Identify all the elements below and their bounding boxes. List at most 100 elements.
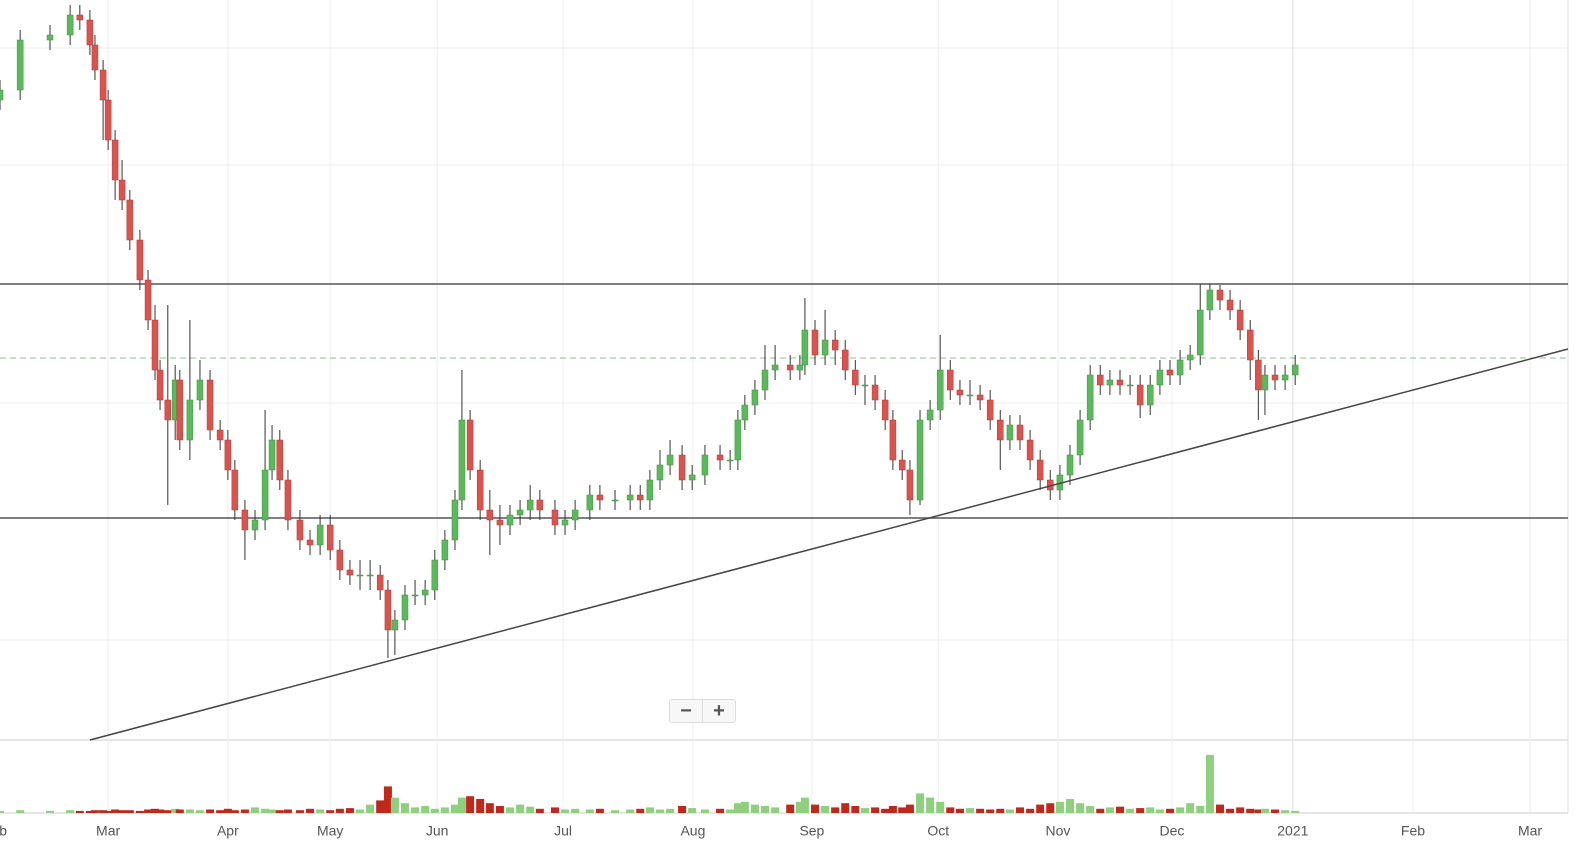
volume-bar: [85, 810, 94, 813]
candle-body: [261, 469, 269, 521]
candle-body: [1216, 289, 1224, 301]
volume-bar: [636, 808, 645, 813]
candle-body: [551, 509, 559, 526]
volume-bar: [786, 804, 795, 813]
volume-bar: [1005, 809, 1014, 813]
candle-body: [306, 539, 314, 546]
grid: [0, 47, 1568, 641]
volume-bar: [0, 810, 4, 813]
volume-bar: [206, 809, 215, 813]
candle-body: [796, 364, 804, 371]
volume-bar: [771, 807, 780, 813]
candle-body: [786, 364, 794, 371]
candle-body: [1086, 374, 1094, 421]
volume-bar: [421, 806, 430, 813]
zoom-out-button[interactable]: −: [680, 700, 692, 722]
x-tick-label: Jun: [426, 823, 449, 839]
candle-body: [1016, 424, 1024, 441]
volume-bar: [1291, 810, 1300, 813]
candle-body: [118, 179, 126, 201]
candle-body: [751, 389, 759, 406]
candle-body: [516, 509, 524, 516]
candle-body: [1096, 374, 1104, 386]
candle-body: [104, 99, 112, 141]
volume-bar: [1281, 810, 1290, 813]
volume-bar: [655, 809, 664, 813]
volume-bar: [1116, 806, 1124, 813]
volume-bar: [223, 808, 232, 813]
candle-body: [1271, 374, 1279, 381]
volume-bar: [966, 808, 975, 813]
volume-bar: [1196, 806, 1205, 813]
candle-body: [666, 454, 674, 466]
candle-body: [881, 399, 889, 421]
candle-body: [316, 524, 324, 546]
volume-bar: [666, 808, 675, 813]
volume-bar: [316, 809, 325, 813]
candle-body: [966, 394, 974, 397]
candle-body: [1146, 384, 1154, 406]
volume-bar: [185, 809, 194, 813]
volume-bar: [430, 808, 439, 813]
volume-bar: [1155, 809, 1164, 813]
volume-bar: [306, 808, 315, 813]
volume-bar: [1046, 803, 1055, 813]
volume-bar: [135, 810, 144, 813]
volume-bar: [506, 807, 515, 813]
volume-bar: [356, 809, 365, 813]
volume-bar: [66, 810, 75, 813]
volume-bar: [476, 799, 485, 813]
candle-body: [296, 519, 304, 541]
volume-bar: [595, 808, 604, 813]
candle-body: [646, 479, 654, 501]
candle-body: [1261, 374, 1269, 391]
volume-bar: [1246, 808, 1255, 813]
candle-body: [678, 454, 686, 481]
candle-body: [1246, 329, 1254, 361]
volume-bar: [495, 806, 504, 813]
candle-body: [384, 589, 392, 631]
candle-body: [526, 499, 534, 511]
volume-bar: [851, 806, 860, 813]
candle-body: [1026, 439, 1034, 461]
candle-body: [0, 89, 4, 101]
candle-body: [241, 509, 249, 531]
volume-bar: [750, 804, 759, 813]
candle-body: [156, 369, 164, 401]
volume-bar: [411, 807, 420, 813]
volume-bar: [688, 808, 697, 813]
candle-body: [996, 419, 1004, 441]
volume-bar: [535, 808, 544, 813]
candle-body: [284, 479, 292, 521]
volume-bar: [626, 809, 635, 813]
candle-body: [346, 569, 354, 576]
candle-body: [906, 469, 914, 501]
candle-body: [986, 399, 994, 421]
volume-bar: [888, 806, 897, 813]
volume-bar: [1105, 807, 1114, 813]
x-tick-label: Nov: [1046, 823, 1071, 839]
volume-bar: [916, 793, 925, 813]
volume-bar: [955, 808, 964, 813]
candle-body: [1006, 424, 1014, 441]
candle-body: [216, 429, 224, 441]
volume-bar: [90, 810, 99, 813]
candle-body: [561, 519, 569, 526]
volume-bar: [871, 807, 880, 813]
volume-bar: [345, 808, 354, 813]
volume-bar: [195, 810, 204, 813]
x-tick-label: Sep: [799, 823, 824, 839]
candle-body: [936, 369, 944, 411]
volume-bar: [216, 810, 225, 813]
candle-body: [611, 499, 619, 502]
volume-bar: [118, 810, 127, 813]
volume-bar: [175, 809, 184, 813]
volume-bar: [800, 797, 809, 813]
candle-body: [1255, 359, 1262, 391]
volume-bar: [1076, 803, 1085, 813]
candle-body: [1066, 454, 1074, 476]
zoom-in-button[interactable]: +: [702, 700, 735, 722]
volume-bar: [733, 803, 742, 813]
volume-bar: [1165, 808, 1174, 813]
